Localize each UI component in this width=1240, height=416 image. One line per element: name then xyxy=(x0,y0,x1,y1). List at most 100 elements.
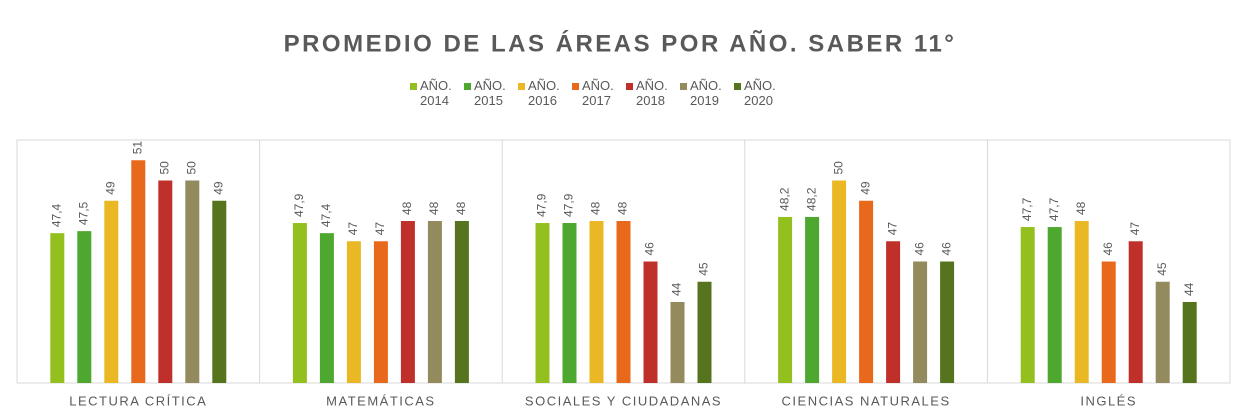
bar xyxy=(454,221,469,383)
legend-item: AÑO. 2020 xyxy=(734,78,784,108)
bar xyxy=(212,200,227,383)
bar xyxy=(643,261,658,383)
bar xyxy=(185,180,200,383)
bar xyxy=(158,180,173,383)
legend-swatch xyxy=(680,83,687,90)
bar xyxy=(400,221,415,383)
bar xyxy=(373,241,388,383)
bar xyxy=(104,200,119,383)
data-label: 48 xyxy=(400,201,414,215)
bar xyxy=(832,180,847,383)
legend-swatch xyxy=(464,83,471,90)
data-label: 47 xyxy=(1128,222,1142,236)
data-label: 50 xyxy=(157,161,171,175)
data-label: 47,9 xyxy=(292,193,306,217)
data-label: 48 xyxy=(454,201,468,215)
x-tick-label: MATEMÁTICAS xyxy=(326,393,435,408)
data-label: 47,4 xyxy=(49,203,63,227)
bar xyxy=(131,160,146,383)
legend-swatch xyxy=(518,83,525,90)
bar xyxy=(1182,302,1197,383)
x-tick-label: LECTURA CRÍTICA xyxy=(69,393,207,408)
data-label: 47,4 xyxy=(319,203,333,227)
data-label: 44 xyxy=(670,282,684,296)
bar xyxy=(319,233,334,383)
data-label: 45 xyxy=(1155,262,1169,276)
data-label: 47,9 xyxy=(562,193,576,217)
legend-label: AÑO. 2019 xyxy=(690,78,722,108)
legend-label: AÑO. 2018 xyxy=(636,78,668,108)
x-tick-label: SOCIALES Y CIUDADANAS xyxy=(525,393,722,408)
bar xyxy=(616,221,631,383)
legend-label: AÑO. 2015 xyxy=(474,78,506,108)
legend-swatch xyxy=(626,83,633,90)
data-label: 45 xyxy=(697,262,711,276)
data-label: 46 xyxy=(912,242,926,256)
bar xyxy=(859,200,874,383)
bar xyxy=(1020,227,1035,383)
legend-item: AÑO. 2016 xyxy=(518,78,568,108)
chart-title: PROMEDIO DE LAS ÁREAS POR AÑO. SABER 11° xyxy=(284,29,957,57)
legend: AÑO. 2014 AÑO. 2015 AÑO. 2016 AÑO. 2017 AÑO.… xyxy=(410,78,784,108)
data-label: 47 xyxy=(885,222,899,236)
x-tick-label: INGLÉS xyxy=(1080,393,1137,408)
legend-item: AÑO. 2018 xyxy=(626,78,676,108)
data-label: 51 xyxy=(130,141,144,155)
data-label: 44 xyxy=(1182,282,1196,296)
data-label: 48 xyxy=(1074,201,1088,215)
data-label: 47 xyxy=(373,222,387,236)
x-tick-label: CIENCIAS NATURALES xyxy=(782,393,951,408)
bar xyxy=(670,302,685,383)
legend-label: AÑO. 2016 xyxy=(528,78,560,108)
bar xyxy=(427,221,442,383)
data-label: 47,9 xyxy=(535,193,549,217)
data-label: 50 xyxy=(831,161,845,175)
data-label: 47,5 xyxy=(76,201,90,225)
data-label: 48 xyxy=(427,201,441,215)
bar xyxy=(589,221,604,383)
legend-swatch xyxy=(410,83,417,90)
bar xyxy=(1128,241,1143,383)
data-label: 48 xyxy=(589,201,603,215)
bar xyxy=(886,241,901,383)
legend-item: AÑO. 2014 xyxy=(410,78,460,108)
data-label: 47,7 xyxy=(1047,197,1061,221)
data-label: 49 xyxy=(858,181,872,195)
bar xyxy=(913,261,928,383)
legend-item: AÑO. 2017 xyxy=(572,78,622,108)
legend-item: AÑO. 2015 xyxy=(464,78,514,108)
bar xyxy=(940,261,955,383)
bar xyxy=(1047,227,1062,383)
data-label: 48,2 xyxy=(804,187,818,211)
bar xyxy=(778,216,793,383)
data-label: 50 xyxy=(184,161,198,175)
legend-label: AÑO. 2014 xyxy=(420,78,452,108)
bar xyxy=(50,233,65,383)
bar xyxy=(697,281,712,383)
bar xyxy=(1101,261,1116,383)
legend-label: AÑO. 2020 xyxy=(744,78,776,108)
legend-swatch xyxy=(572,83,579,90)
bar xyxy=(535,223,550,383)
data-label: 48 xyxy=(616,201,630,215)
bar xyxy=(292,223,307,383)
bar xyxy=(77,231,92,383)
data-label: 47,7 xyxy=(1020,197,1034,221)
data-label: 46 xyxy=(643,242,657,256)
bar xyxy=(1155,281,1170,383)
data-label: 47 xyxy=(346,222,360,236)
data-label: 48,2 xyxy=(777,187,791,211)
bar xyxy=(346,241,361,383)
data-label: 46 xyxy=(939,242,953,256)
data-label: 46 xyxy=(1101,242,1115,256)
legend-label: AÑO. 2017 xyxy=(582,78,614,108)
data-label: 49 xyxy=(103,181,117,195)
legend-swatch xyxy=(734,83,741,90)
legend-item: AÑO. 2019 xyxy=(680,78,730,108)
bar xyxy=(562,223,577,383)
bar xyxy=(1074,221,1089,383)
bar xyxy=(805,216,820,383)
data-label: 49 xyxy=(211,181,225,195)
